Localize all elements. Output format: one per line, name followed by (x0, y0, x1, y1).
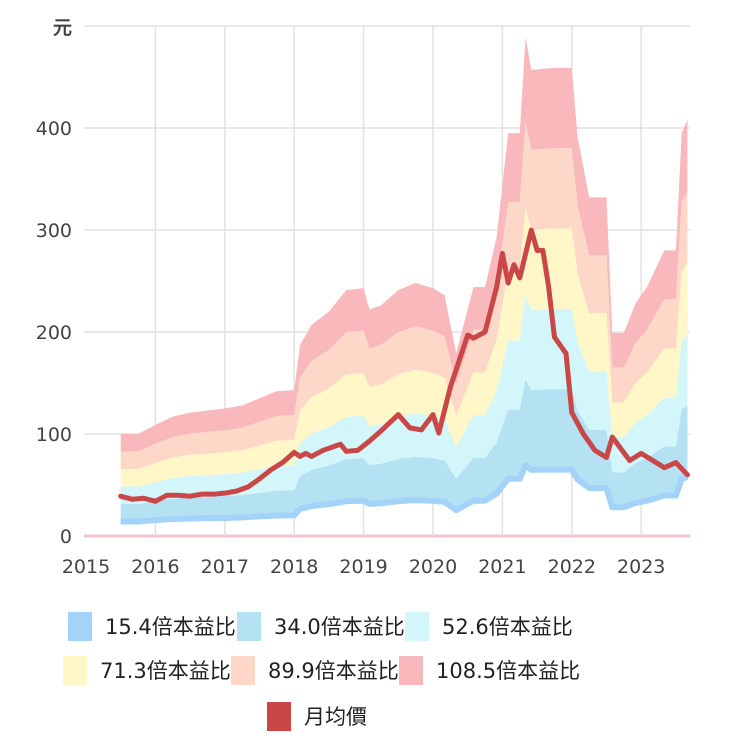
chart: 0 100 200 300 400 元 2015 2016 2017 2018 2019 2020 20… (36, 17, 690, 578)
legend-item-monthly-price[interactable]: 月均價 (267, 701, 367, 731)
legend-label: 108.5倍本益比 (436, 659, 581, 683)
legend-swatch (267, 701, 291, 731)
x-tick-label: 2019 (339, 556, 387, 578)
band-line-lowest (120, 462, 689, 525)
x-tick-label: 2023 (617, 556, 665, 578)
legend-swatch (63, 655, 87, 685)
x-tick-label: 2018 (270, 556, 318, 578)
legend-label: 34.0倍本益比 (274, 615, 405, 639)
y-tick-label: 200 (36, 322, 72, 344)
legend-label: 15.4倍本益比 (105, 615, 236, 639)
legend-item-pe-108-5[interactable]: 108.5倍本益比 (399, 655, 580, 685)
x-tick-label: 2015 (62, 556, 110, 578)
band-area-2 (120, 294, 688, 505)
legend-swatch (231, 655, 255, 685)
x-tick-label: 2017 (201, 556, 249, 578)
legend-item-pe-89-9[interactable]: 89.9倍本益比 (231, 655, 399, 685)
band-area-5 (120, 37, 688, 452)
y-tick-label: 400 (36, 118, 72, 140)
legend-swatch (405, 611, 429, 641)
band-area-1 (120, 379, 688, 522)
x-tick-label: 2020 (409, 556, 457, 578)
x-tick-label: 2021 (478, 556, 526, 578)
y-tick-label: 0 (60, 526, 72, 548)
y-tick-label: 100 (36, 424, 72, 446)
legend-swatch (68, 611, 92, 641)
x-tick-label: 2016 (131, 556, 179, 578)
legend-item-pe-34-0[interactable]: 34.0倍本益比 (237, 611, 405, 641)
legend-item-pe-15-4[interactable]: 15.4倍本益比 (68, 611, 236, 641)
y-unit-label: 元 (53, 17, 72, 39)
legend-swatch (237, 611, 261, 641)
x-tick-label: 2022 (548, 556, 596, 578)
y-tick-label: 300 (36, 220, 72, 242)
legend-label: 71.3倍本益比 (100, 659, 231, 683)
legend-label: 月均價 (304, 705, 367, 729)
legend-item-pe-52-6[interactable]: 52.6倍本益比 (405, 611, 573, 641)
band-area-4 (120, 122, 688, 469)
legend-label: 89.9倍本益比 (268, 659, 399, 683)
legend-label: 52.6倍本益比 (442, 615, 573, 639)
legend-item-pe-71-3[interactable]: 71.3倍本益比 (63, 655, 231, 685)
legend-swatch (399, 655, 423, 685)
